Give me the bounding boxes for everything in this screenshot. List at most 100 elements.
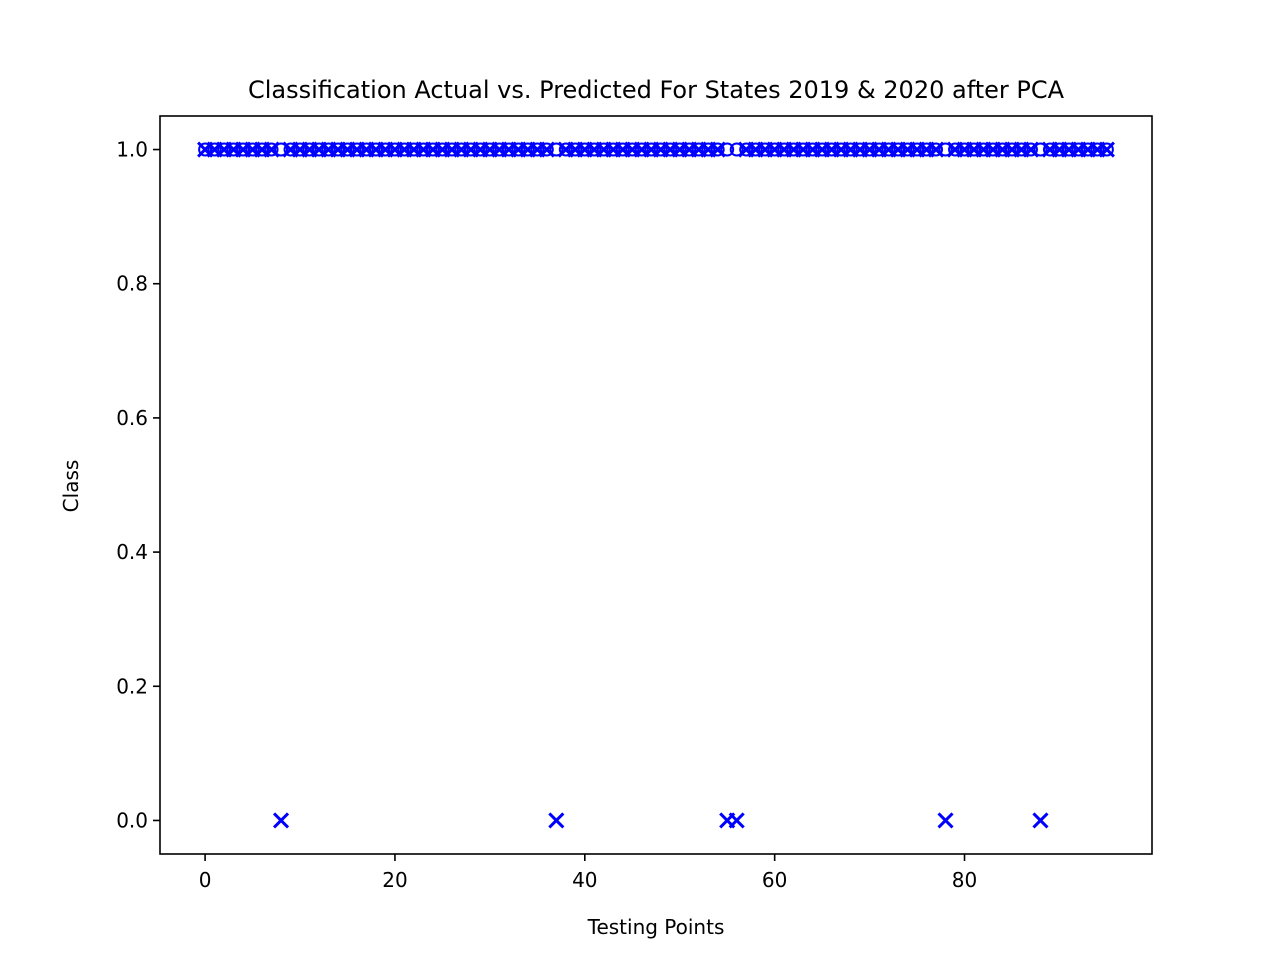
actual-point	[198, 142, 213, 157]
actual-point	[967, 142, 982, 157]
actual-point	[1071, 142, 1086, 157]
actual-point	[919, 142, 934, 157]
y-tick-label: 0.0	[116, 808, 148, 832]
actual-point	[1023, 142, 1038, 157]
actual-point	[359, 142, 374, 157]
x-tick-label: 80	[952, 868, 977, 892]
actual-point	[767, 142, 782, 157]
actual-point	[910, 142, 925, 157]
actual-point	[217, 142, 232, 157]
actual-point	[312, 142, 327, 157]
actual-point	[938, 142, 953, 157]
predicted-point	[709, 141, 726, 158]
x-tick-label: 20	[382, 868, 407, 892]
actual-point	[891, 142, 906, 157]
actual-point	[834, 142, 849, 157]
actual-point	[1014, 142, 1029, 157]
chart-title: Classification Actual vs. Predicted For …	[248, 76, 1065, 104]
x-tick-label: 60	[762, 868, 787, 892]
actual-point	[786, 142, 801, 157]
actual-point	[881, 142, 896, 157]
actual-point	[302, 142, 317, 157]
actual-point	[283, 142, 298, 157]
actual-point	[653, 142, 668, 157]
actual-point	[748, 142, 763, 157]
actual-point	[274, 142, 289, 157]
actual-point	[900, 142, 915, 157]
actual-point	[321, 142, 336, 157]
actual-point	[207, 142, 222, 157]
y-tick-label: 0.6	[116, 406, 148, 430]
actual-point	[805, 142, 820, 157]
actual-point	[454, 142, 469, 157]
actual-point	[710, 142, 725, 157]
x-axis-label: Testing Points	[587, 915, 725, 939]
y-tick-label: 0.2	[116, 674, 148, 698]
predicted-point	[1098, 141, 1115, 158]
actual-point	[245, 142, 260, 157]
actual-point	[691, 142, 706, 157]
actual-point	[349, 142, 364, 157]
actual-point	[672, 142, 687, 157]
predicted-point	[548, 812, 565, 829]
actual-point	[378, 142, 393, 157]
actual-point	[387, 142, 402, 157]
actual-point	[492, 142, 507, 157]
actual-point	[862, 142, 877, 157]
actual-point	[853, 142, 868, 157]
actual-point	[1033, 142, 1048, 157]
actual-point	[435, 142, 450, 157]
actual-point	[824, 142, 839, 157]
actual-point	[625, 142, 640, 157]
actual-point	[948, 142, 963, 157]
actual-point	[425, 142, 440, 157]
actual-point	[872, 142, 887, 157]
actual-point	[558, 142, 573, 157]
actual-point	[634, 142, 649, 157]
actual-point	[644, 142, 659, 157]
predicted-point	[1022, 141, 1040, 158]
actual-point	[682, 142, 697, 157]
actual-point	[226, 142, 241, 157]
x-axis-ticks: 0 20 40 60 80	[199, 854, 977, 892]
plot-markers	[197, 141, 1115, 829]
actual-point	[397, 142, 412, 157]
actual-point	[264, 142, 279, 157]
predicted-point	[263, 141, 280, 158]
actual-point	[549, 142, 564, 157]
actual-point	[530, 142, 545, 157]
actual-point	[368, 142, 383, 157]
actual-point	[587, 142, 602, 157]
actual-point	[758, 142, 773, 157]
actual-point	[482, 142, 497, 157]
actual-point	[985, 142, 1000, 157]
actual-point	[293, 142, 308, 157]
predicted-point	[538, 141, 555, 158]
actual-point	[1090, 142, 1105, 157]
actual-point	[539, 142, 554, 157]
actual-point	[416, 142, 431, 157]
actual-point	[1080, 142, 1095, 157]
x-tick-label: 0	[199, 868, 212, 892]
x-tick-label: 40	[572, 868, 597, 892]
actual-point	[501, 142, 516, 157]
y-tick-label: 0.8	[116, 272, 148, 296]
actual-point	[1099, 142, 1114, 157]
actual-point	[739, 142, 754, 157]
predicted-point	[1032, 812, 1049, 829]
actual-point	[463, 142, 478, 157]
actual-point	[473, 142, 488, 157]
y-tick-label: 1.0	[116, 138, 148, 162]
y-axis-ticks: 0.0 0.2 0.4 0.6 0.8 1.0	[116, 138, 160, 832]
actual-point	[1042, 142, 1057, 157]
actual-point	[330, 142, 345, 157]
actual-point	[236, 142, 251, 157]
actual-point	[606, 142, 621, 157]
actual-point	[340, 142, 355, 157]
actual-point	[796, 142, 811, 157]
actual-point	[255, 142, 270, 157]
actual-point	[976, 142, 991, 157]
actual-point	[843, 142, 858, 157]
actual-point	[615, 142, 630, 157]
